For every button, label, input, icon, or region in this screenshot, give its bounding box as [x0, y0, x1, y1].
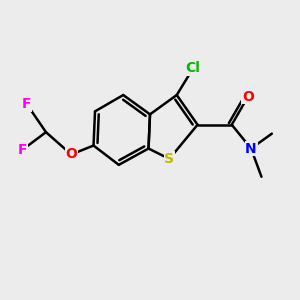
- Text: F: F: [17, 143, 27, 157]
- Text: O: O: [65, 148, 77, 161]
- Text: N: N: [245, 142, 257, 155]
- Text: Cl: Cl: [186, 61, 200, 75]
- Text: F: F: [22, 97, 32, 111]
- Text: O: O: [242, 89, 254, 103]
- Text: S: S: [164, 152, 174, 166]
